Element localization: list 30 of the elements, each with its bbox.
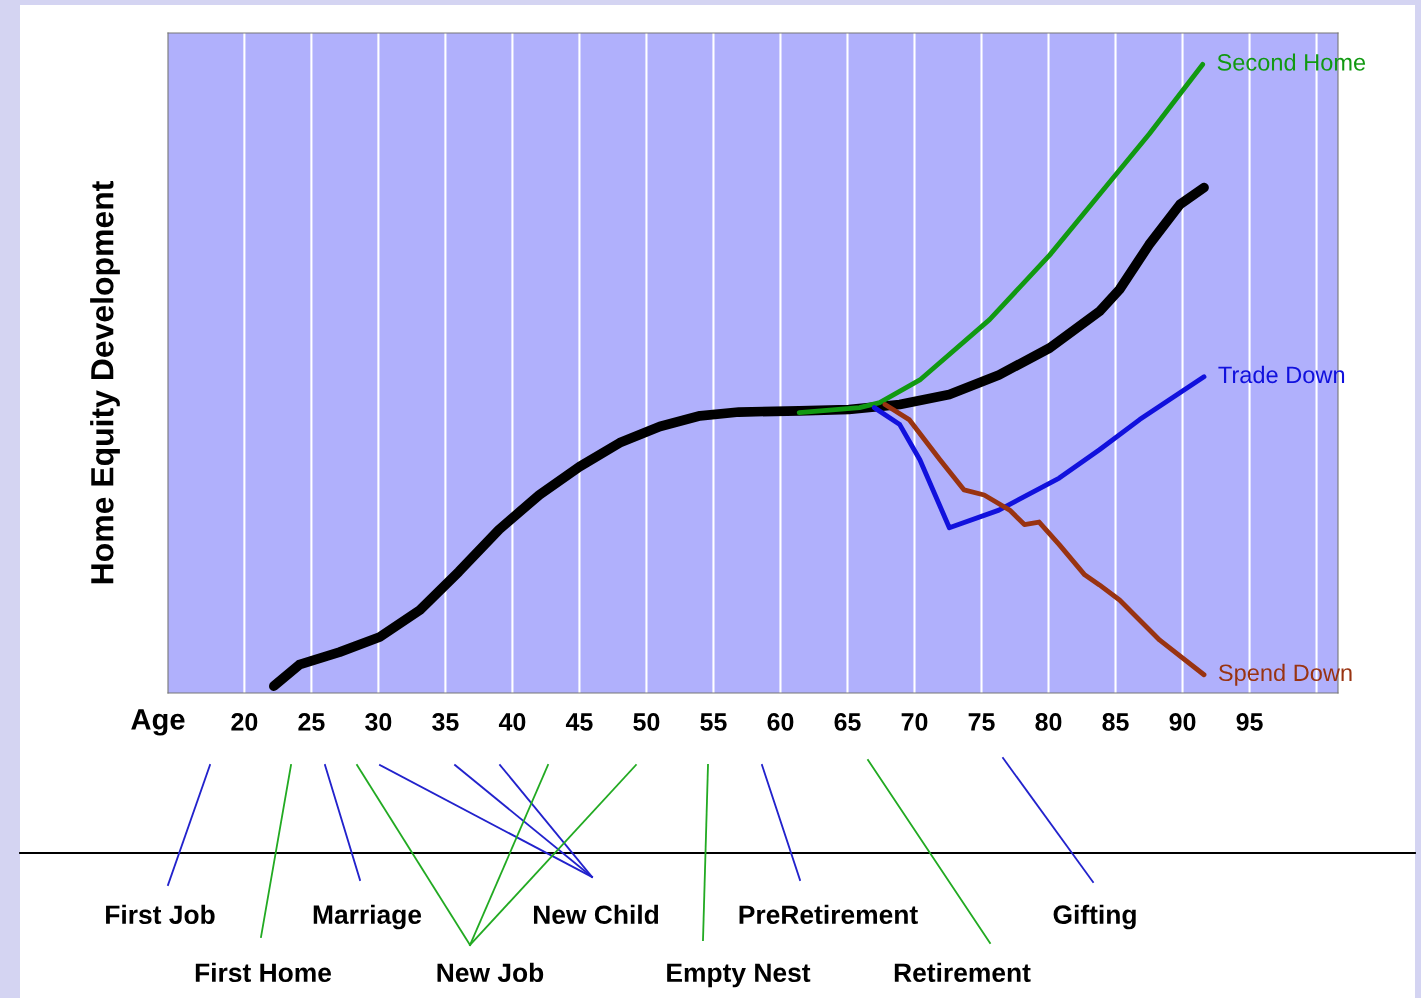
x-tick-label: 55	[700, 713, 727, 731]
y-axis-title: Home Equity Development	[90, 181, 120, 584]
text: Retirement	[894, 962, 1031, 983]
x-tick-label: 80	[1035, 713, 1062, 731]
x-tick-label: 20	[231, 713, 258, 731]
x-tick-label: 90	[1169, 713, 1196, 731]
text: Marriage	[313, 904, 422, 930]
x-tick-label: 40	[498, 713, 526, 731]
x-tick-label: 85	[1102, 713, 1129, 731]
text: First Home	[195, 962, 332, 983]
x-tick-label: 65	[834, 713, 861, 731]
text: Empty Nest	[667, 963, 811, 988]
x-tick-label: 75	[968, 713, 995, 731]
x-tick-label: 25	[298, 713, 325, 731]
text: First Job	[106, 904, 215, 925]
x-tick-label: 35	[432, 713, 459, 731]
x-axis-title: Age	[131, 709, 185, 736]
x-tick-label: 95	[1236, 713, 1263, 731]
series-label: Trade Down	[1218, 365, 1345, 384]
x-tick-label: 30	[365, 713, 392, 731]
x-tick-label: 50	[633, 713, 660, 731]
series-label: Spend Down	[1218, 663, 1352, 686]
series-label: Second Home	[1217, 53, 1366, 71]
x-tick-label: 70	[901, 713, 928, 731]
text: PreRetirement	[739, 904, 918, 925]
text: New Job	[437, 962, 544, 983]
x-tick-label: 45	[565, 713, 593, 731]
text: Gifting	[1053, 904, 1136, 930]
text: New Child	[533, 904, 659, 925]
x-tick-label: 60	[767, 713, 794, 731]
